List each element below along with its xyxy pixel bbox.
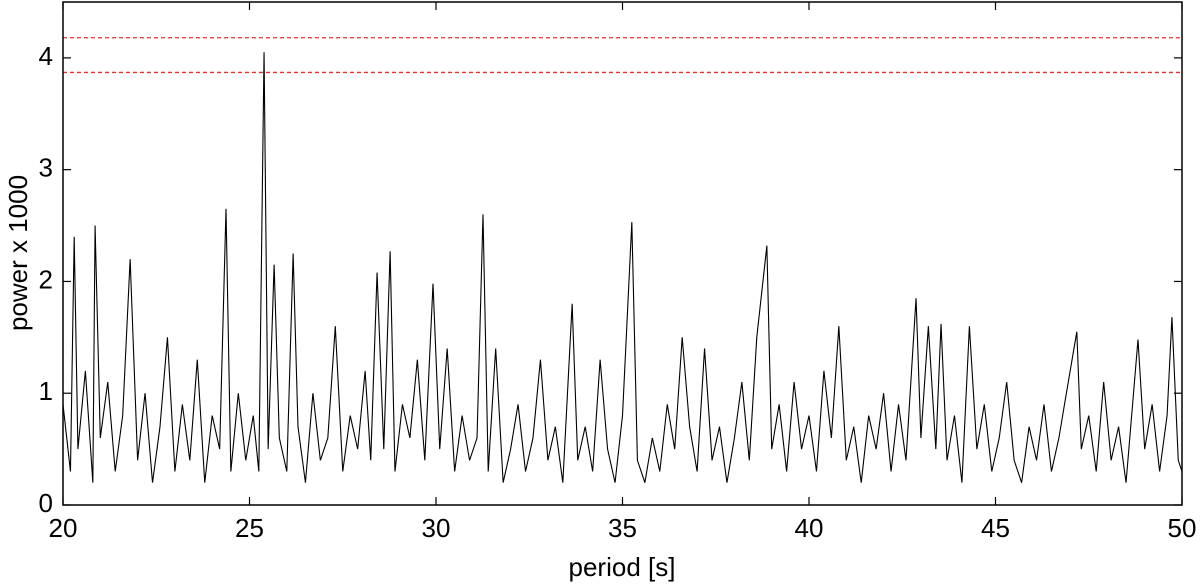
y-tick-label: 1 (39, 376, 53, 406)
y-tick-label: 0 (39, 488, 53, 518)
x-tick-label: 35 (608, 513, 637, 543)
x-axis-label: period [s] (569, 552, 676, 582)
y-axis-label: power x 1000 (3, 175, 33, 331)
y-tick-label: 4 (39, 41, 53, 71)
x-tick-label: 30 (422, 513, 451, 543)
data-line (62, 52, 1183, 483)
x-tick-label: 25 (235, 513, 264, 543)
x-tick-label: 45 (981, 513, 1010, 543)
y-tick-label: 3 (39, 153, 53, 183)
plot-frame (62, 1, 1183, 506)
y-tick-label: 2 (39, 264, 53, 294)
x-tick-label: 50 (1168, 513, 1197, 543)
x-tick-label: 40 (795, 513, 824, 543)
x-tick-label: 20 (49, 513, 78, 543)
